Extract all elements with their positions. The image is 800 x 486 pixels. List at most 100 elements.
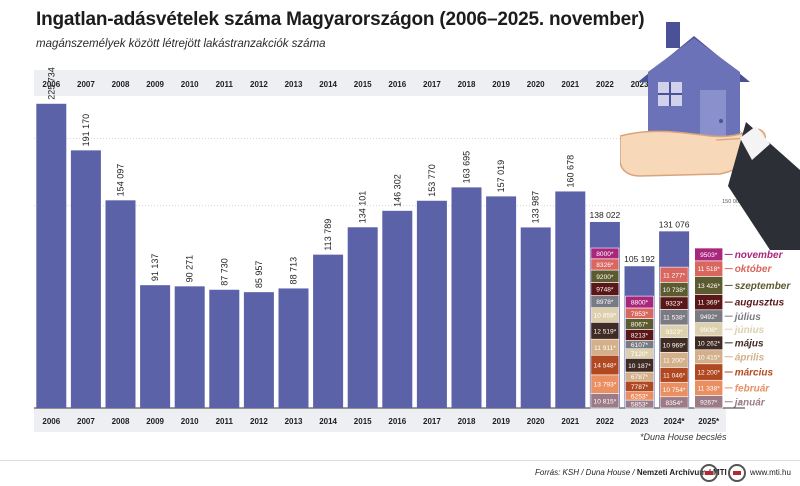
month-value-label: 9503* (700, 252, 718, 259)
month-value-label: 9908* (700, 327, 718, 334)
annual-bar (209, 289, 240, 408)
month-legend-label: május (735, 338, 764, 349)
mti-logo-icon (700, 464, 718, 482)
x-category-label: 2012 (250, 417, 268, 426)
month-value-label: 10 859* (594, 313, 617, 320)
annual-bar (416, 200, 447, 408)
annual-bar (382, 210, 413, 408)
x-category-label: 2020 (527, 417, 545, 426)
month-value-label: 9323* (665, 329, 683, 336)
month-legend-label: október (735, 264, 773, 275)
month-segment (659, 266, 689, 283)
annual-value-label: 105 192 (624, 254, 655, 264)
month-value-label: 13 793* (594, 382, 617, 389)
month-value-label: 11 911* (594, 345, 616, 352)
top-category-label: 2012 (250, 80, 268, 89)
month-value-label: 11 538* (663, 315, 686, 322)
annual-value-label: 160 678 (565, 155, 575, 188)
website-link[interactable]: www.mti.hu (750, 468, 791, 477)
top-category-label: 2014 (319, 80, 337, 89)
annual-value-label: 138 022 (590, 210, 621, 220)
month-value-label: 5853* (631, 402, 649, 409)
x-category-label: 2025* (698, 417, 720, 426)
annual-value-label: 90 271 (185, 255, 195, 283)
month-value-label: 10 738* (663, 287, 686, 294)
month-value-label: 13 426* (697, 283, 720, 290)
top-category-label: 2007 (77, 80, 95, 89)
annual-bar (313, 254, 344, 408)
top-category-label: 2006 (42, 80, 60, 89)
annual-bar (174, 286, 205, 408)
top-category-label: 2013 (285, 80, 303, 89)
annual-bar (36, 103, 67, 409)
top-category-label: 2019 (492, 80, 510, 89)
month-value-label: 10 262* (697, 340, 720, 347)
top-category-label: 2023 (631, 80, 649, 89)
month-value-label: 10 754* (663, 387, 686, 394)
month-value-label: 9200* (596, 274, 614, 281)
annual-bar (243, 292, 274, 408)
month-value-label: 14 548* (594, 363, 617, 370)
top-category-label: 2011 (216, 80, 234, 89)
month-legend-label: február (735, 383, 771, 394)
annual-bar (105, 200, 136, 408)
month-legend-label: június (733, 325, 765, 336)
month-value-label: 6107* (631, 342, 649, 349)
x-category-label: 2018 (458, 417, 476, 426)
annual-value-label: 146 302 (392, 174, 402, 207)
x-category-label: 2015 (354, 417, 372, 426)
annual-value-label: 131 076 (659, 219, 690, 229)
month-value-label: 12 519* (594, 328, 617, 335)
month-value-label: 9748* (596, 287, 614, 294)
y-tick-label: 0 (739, 401, 742, 407)
month-legend-label: július (733, 312, 762, 323)
house-in-hand-illustration (620, 22, 800, 250)
month-value-label: 6253* (631, 393, 649, 400)
x-category-label: 2013 (285, 417, 303, 426)
month-value-label: 8000* (596, 251, 614, 258)
month-value-label: 9492* (700, 314, 718, 321)
annual-value-label: 133 987 (531, 191, 541, 224)
x-category-label: 2014 (319, 417, 337, 426)
month-value-label: 11 338* (698, 385, 721, 392)
data-labels: 225 734 191 170 154 097 91 137 90 271 87 730 8… (46, 67, 689, 288)
source-credit: Forrás: KSH / Duna House / Nemzeti Archí… (535, 468, 727, 477)
top-category-label: 2021 (561, 80, 579, 89)
top-year-band (34, 70, 726, 96)
month-value-label: 12 200* (697, 370, 720, 377)
month-value-label: 8213* (631, 333, 649, 340)
annual-bar (140, 285, 171, 408)
x-category-label: 2006 (42, 417, 60, 426)
x-category-label: 2022 (596, 417, 614, 426)
logo-mark (733, 471, 741, 475)
month-value-label: 8326* (596, 262, 614, 269)
x-category-label: 2008 (112, 417, 130, 426)
annual-value-label: 163 695 (462, 151, 472, 184)
month-value-label: 8978* (596, 299, 614, 306)
x-category-label: 2011 (216, 417, 234, 426)
annual-value-label: 88 713 (289, 257, 299, 285)
annual-value-label: 154 097 (116, 164, 126, 197)
month-segment (694, 247, 724, 262)
annual-value-label: 87 730 (219, 258, 229, 286)
x-category-label: 2016 (388, 417, 406, 426)
logo-mark (705, 471, 713, 475)
top-category-label: 2022 (596, 80, 614, 89)
hand-icon (620, 122, 800, 250)
annual-value-label: 134 101 (358, 191, 368, 224)
footer-bar (0, 460, 800, 486)
month-legend-label: április (735, 352, 765, 363)
x-category-label: 2019 (492, 417, 510, 426)
month-value-label: 11 046* (663, 372, 686, 379)
monthly-stacks: 10 815* 13 793* 14 548* 11 911* 12 519* 10 85… (590, 247, 724, 409)
month-value-label: 7853* (631, 311, 649, 318)
top-category-label: 2017 (423, 80, 441, 89)
month-value-label: 10 969* (663, 342, 686, 349)
annual-value-label: 153 770 (427, 164, 437, 197)
month-value-label: 8354* (665, 400, 683, 407)
chart-subtitle: magánszemélyek között létrejött lakástra… (36, 38, 326, 50)
bottom-year-band (34, 408, 726, 432)
source-prefix: Forrás: KSH / Duna House / (535, 468, 637, 477)
chart-title: Ingatlan-adásvételek száma Magyarországo… (36, 9, 645, 30)
